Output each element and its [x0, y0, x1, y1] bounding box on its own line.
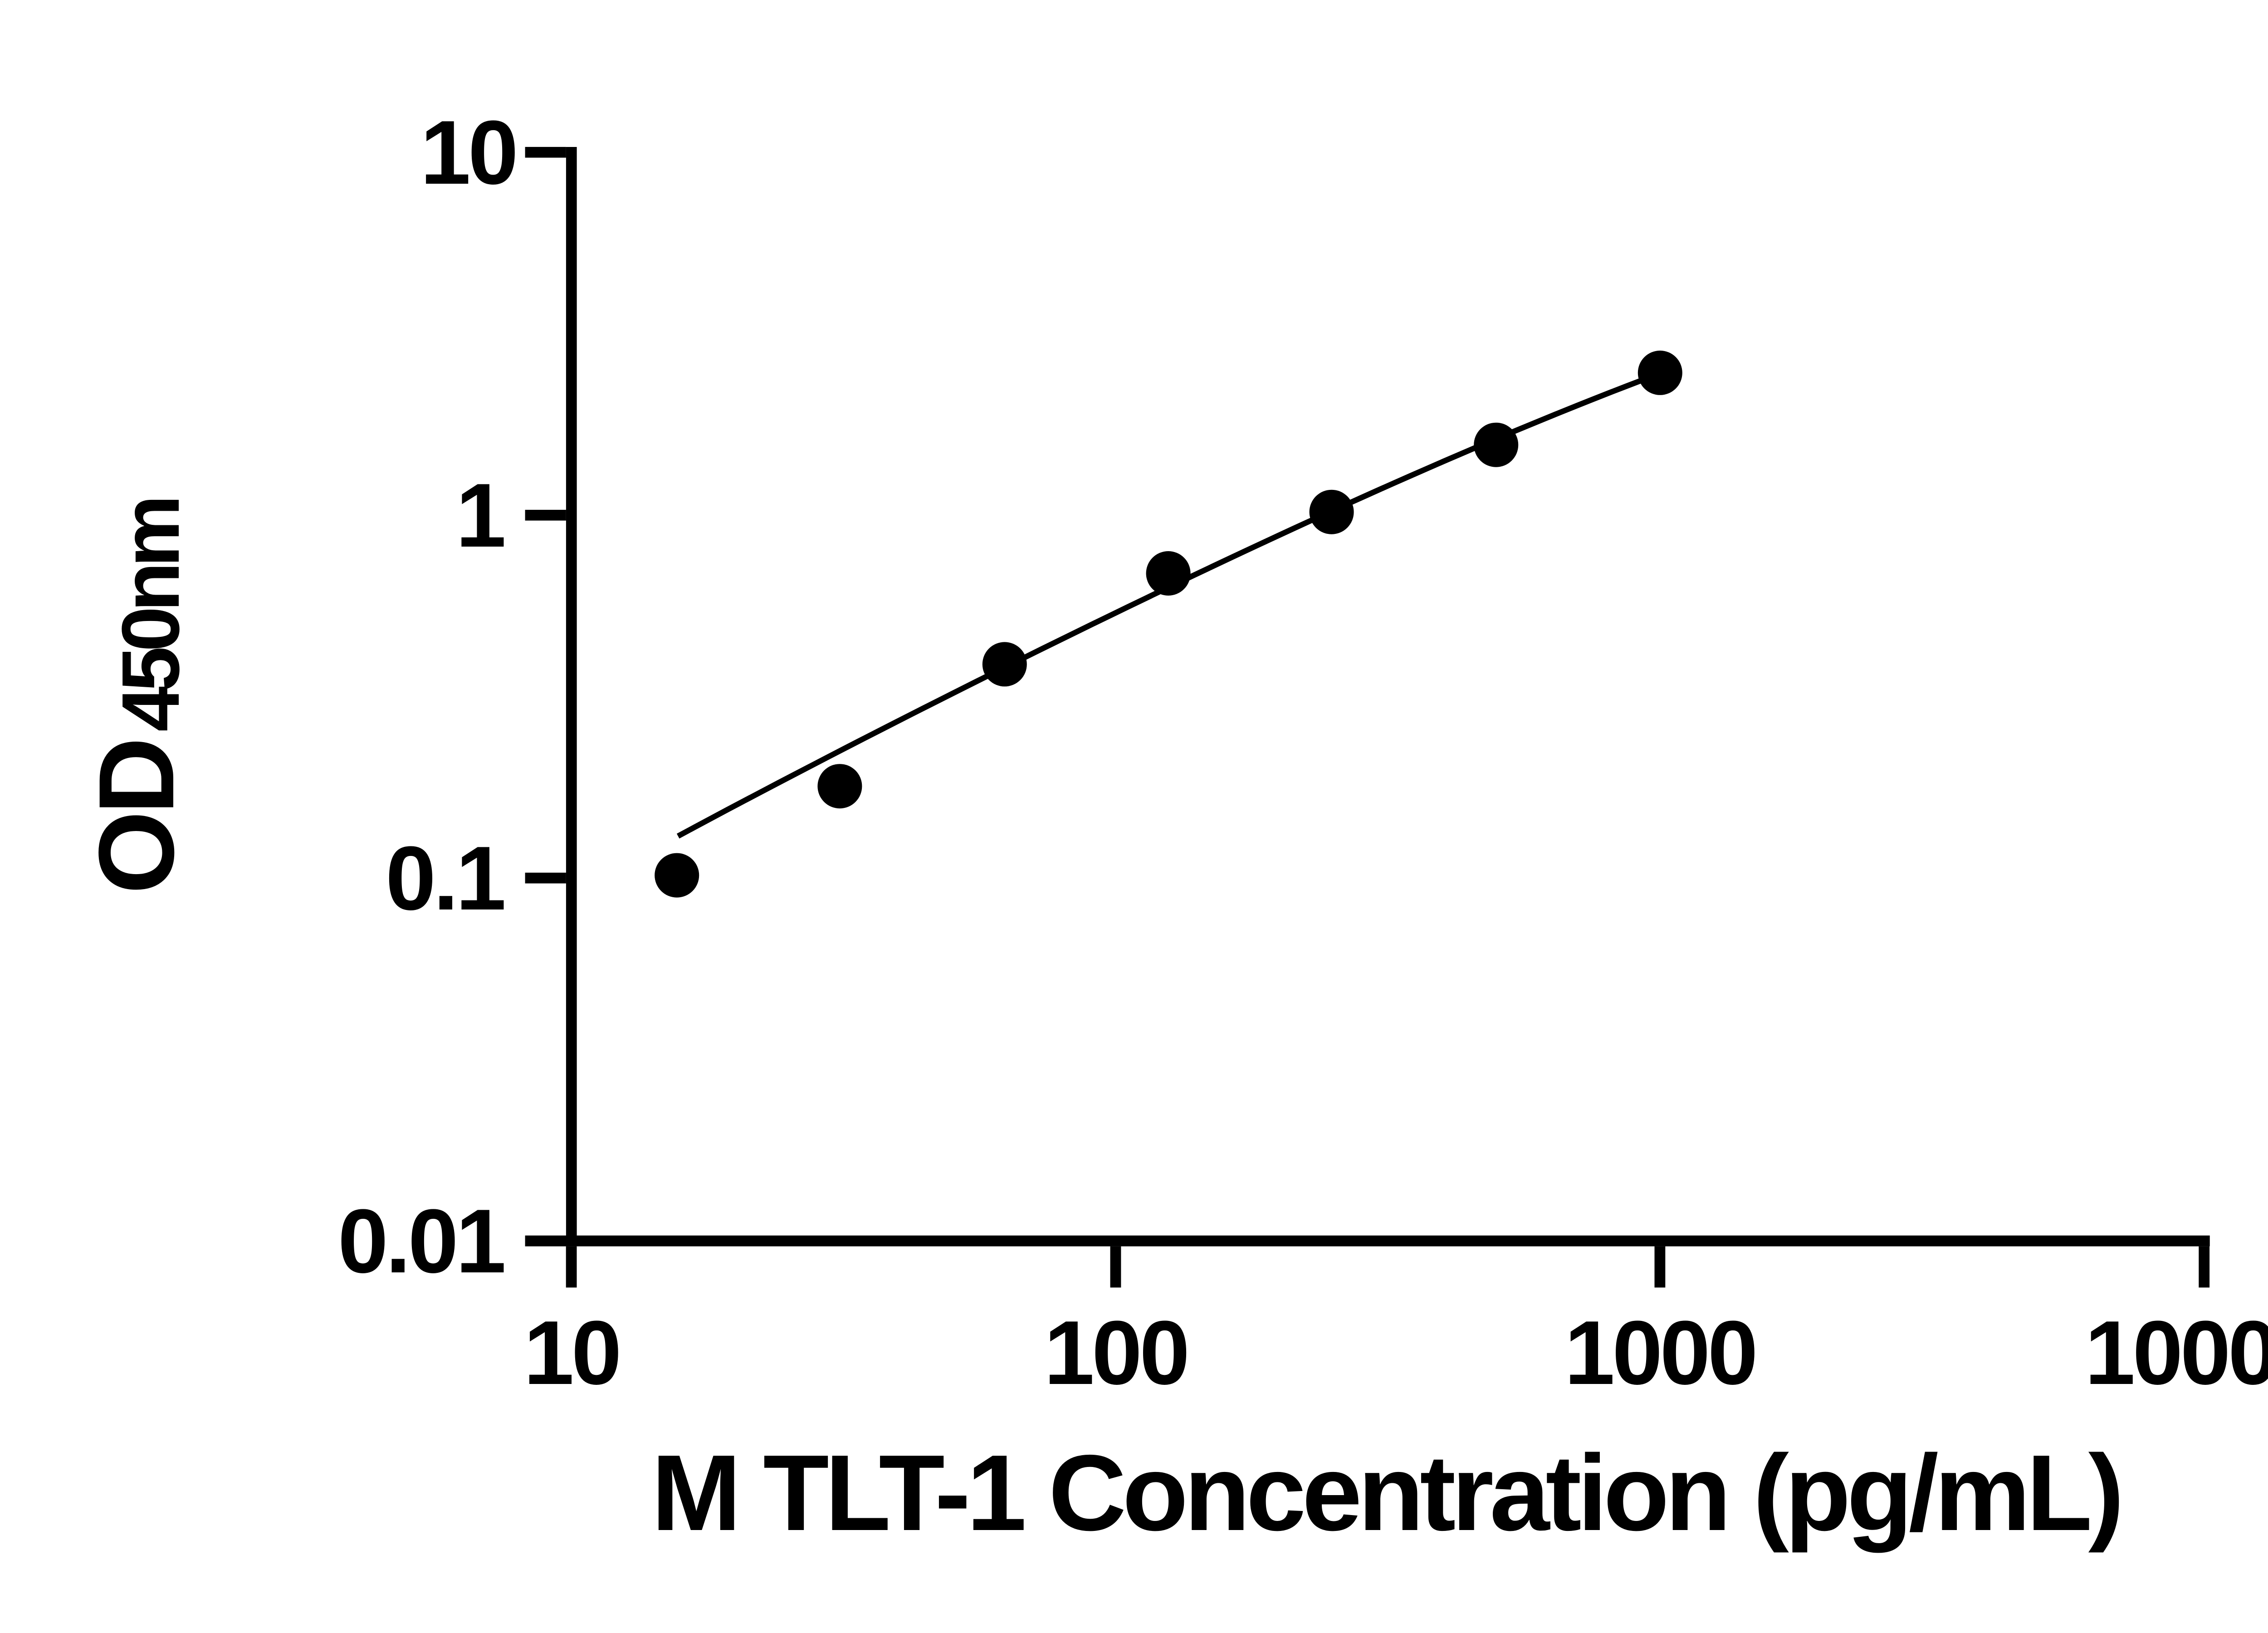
- svg-text:0.01: 0.01: [338, 1191, 504, 1292]
- svg-text:100: 100: [1044, 1302, 1188, 1403]
- svg-text:OD: OD: [77, 741, 196, 894]
- svg-text:10: 10: [523, 1302, 619, 1403]
- svg-text:M TLT-1 Concentration (pg/mL): M TLT-1 Concentration (pg/mL): [651, 1433, 2120, 1553]
- svg-text:10000: 10000: [2085, 1302, 2268, 1403]
- svg-text:0.1: 0.1: [386, 828, 504, 929]
- svg-text:10: 10: [420, 102, 516, 203]
- svg-text:1000: 1000: [1564, 1302, 1755, 1403]
- svg-text:450nm: 450nm: [105, 500, 196, 732]
- svg-text:1: 1: [456, 465, 504, 566]
